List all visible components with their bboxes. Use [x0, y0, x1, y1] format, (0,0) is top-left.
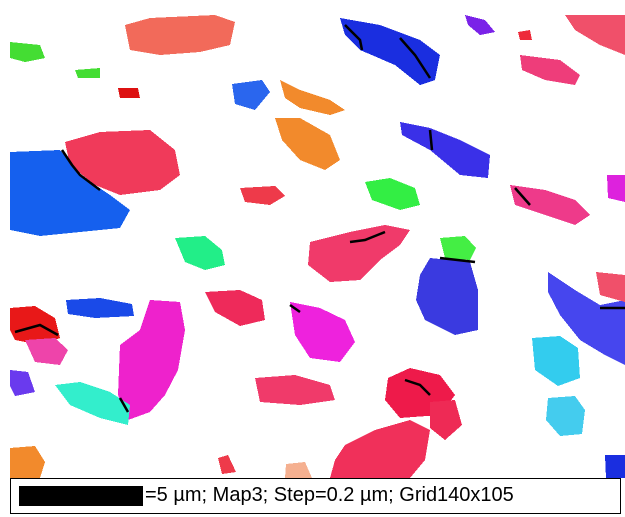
boundary [514, 187, 531, 206]
grain [520, 55, 580, 85]
grain [290, 302, 355, 362]
caption-bar: =5 µm; Map3; Step=0.2 µm; Grid140x105 [10, 478, 621, 514]
grain [532, 336, 580, 386]
grain [430, 400, 462, 440]
grain [10, 42, 45, 62]
grain [118, 300, 185, 420]
grain [240, 186, 285, 205]
grain [400, 122, 490, 178]
boundary [60, 149, 101, 191]
boundary [344, 24, 364, 51]
boundary [399, 37, 432, 79]
grain [510, 185, 590, 225]
grain [232, 80, 270, 110]
boundary [349, 230, 386, 244]
grain [10, 446, 45, 478]
grain-boundaries [14, 24, 625, 413]
grain [205, 290, 265, 326]
grain [340, 18, 440, 85]
grain [275, 118, 340, 170]
grain [10, 370, 35, 396]
grain [125, 15, 235, 55]
grain [55, 382, 130, 425]
boundary [118, 397, 130, 413]
grain [330, 420, 430, 478]
grain [280, 80, 345, 115]
scale-bar [19, 486, 143, 506]
grains [10, 15, 625, 478]
boundary [289, 303, 301, 314]
grain [218, 455, 236, 474]
boundary [439, 256, 476, 264]
grain [465, 15, 495, 35]
ebsd-map [10, 15, 625, 478]
grain [605, 455, 625, 478]
grain [565, 15, 625, 55]
grain [175, 236, 225, 270]
grain [548, 272, 625, 365]
grain [416, 258, 478, 335]
grain [255, 375, 335, 405]
grain [518, 30, 532, 40]
grain [440, 236, 476, 260]
grain [65, 130, 180, 195]
grain [365, 178, 420, 210]
grain [75, 68, 100, 78]
boundary [14, 323, 59, 337]
grain [10, 150, 130, 236]
grain [118, 88, 140, 98]
grain [596, 272, 625, 302]
caption: =5 µm; Map3; Step=0.2 µm; Grid140x105 [145, 484, 514, 506]
boundary [428, 129, 434, 151]
grain [285, 462, 312, 478]
grain [308, 225, 410, 282]
grain [25, 338, 68, 365]
grain [66, 298, 134, 318]
grain [546, 396, 585, 436]
boundary [404, 378, 431, 396]
grain [607, 175, 625, 202]
